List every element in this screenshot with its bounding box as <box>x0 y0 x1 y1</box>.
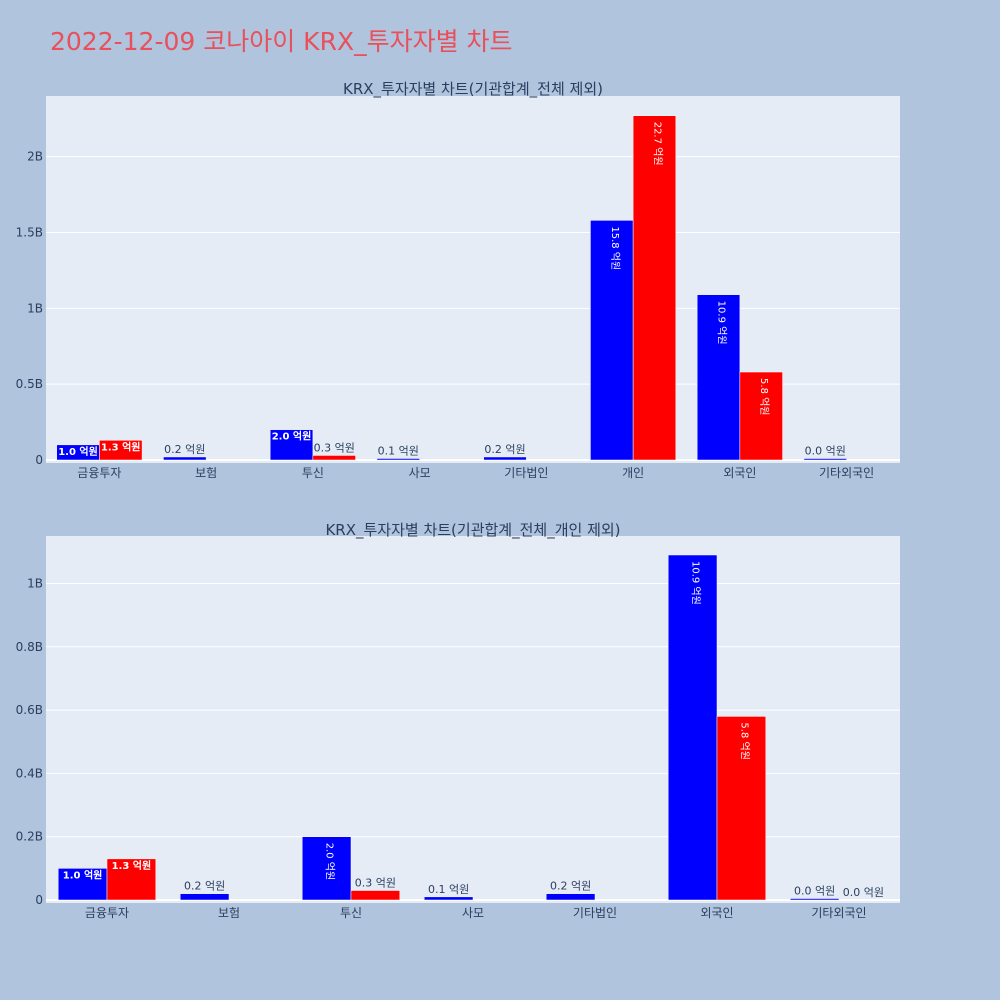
data-label: 22.7 억원 <box>651 122 663 166</box>
data-label: 10.9 억원 <box>716 301 728 345</box>
bar-series2 <box>106 858 157 901</box>
bar-series1 <box>57 868 108 901</box>
x-tick-label: 기타외국인 <box>819 466 874 480</box>
bar-series1 <box>483 456 527 461</box>
x-tick-label: 개인 <box>622 466 644 480</box>
data-label: 0.1 억원 <box>378 444 419 457</box>
bar-series2 <box>312 455 356 461</box>
y-tick-label: 1.5B <box>16 226 43 240</box>
chart-title-1: KRX_투자자별 차트(기관합계_전체 제외) <box>343 80 603 99</box>
bar-series1 <box>301 836 352 901</box>
data-label: 15.8 억원 <box>609 226 621 270</box>
y-tick-label: 2B <box>27 150 43 164</box>
x-tick-label: 금융투자 <box>85 906 129 920</box>
y-tick-label: 0 <box>35 893 43 907</box>
data-label: 5.8 억원 <box>738 722 750 759</box>
bar-series1 <box>667 554 718 901</box>
data-label: 0.0 억원 <box>794 885 835 898</box>
bar-series1 <box>696 294 741 461</box>
bar-series2 <box>99 440 143 461</box>
data-label: 0.0 억원 <box>805 445 846 458</box>
bar-series2 <box>632 115 677 461</box>
x-tick-label: 외국인 <box>723 466 756 480</box>
y-tick-label: 1B <box>27 301 43 315</box>
y-tick-label: 0.6B <box>16 703 43 717</box>
plot-area-2 <box>46 536 900 903</box>
x-tick-label: 사모 <box>462 906 484 920</box>
bar-series2 <box>739 371 783 461</box>
bar-series1 <box>376 458 420 461</box>
x-tick-label: 금융투자 <box>77 466 121 480</box>
y-tick-label: 1B <box>27 576 43 590</box>
data-label: 1.0 억원 <box>63 868 103 881</box>
chart-title-2: KRX_투자자별 차트(기관합계_전체_개인 제외) <box>325 521 620 540</box>
bar-series1 <box>423 896 474 901</box>
x-tick-label: 기타법인 <box>504 466 548 480</box>
bar-series1 <box>269 429 314 461</box>
bar-series2 <box>350 890 401 901</box>
data-label: 2.0 억원 <box>272 430 312 443</box>
y-tick-label: 0.5B <box>16 377 43 391</box>
x-tick-label: 투신 <box>302 466 324 480</box>
data-label: 0.2 억원 <box>484 443 525 456</box>
x-tick-label: 기타법인 <box>573 906 617 920</box>
x-tick-label: 투신 <box>340 906 362 920</box>
data-label: 0.1 억원 <box>428 883 469 896</box>
data-label: 10.9 억원 <box>690 561 702 605</box>
x-tick-label: 보험 <box>195 466 217 480</box>
bar-series1 <box>545 893 596 901</box>
x-tick-label: 기타외국인 <box>811 906 866 920</box>
data-label: 0.0 억원 <box>843 886 884 899</box>
x-tick-label: 사모 <box>409 466 431 480</box>
bar-series1 <box>803 458 847 461</box>
data-label: 1.3 억원 <box>101 440 141 453</box>
data-label: 0.3 억원 <box>314 441 355 454</box>
bar-series2 <box>716 716 767 901</box>
data-label: 5.8 억원 <box>758 378 770 415</box>
data-label: 0.2 억원 <box>550 880 591 893</box>
data-label: 0.2 억원 <box>164 443 205 456</box>
x-tick-label: 외국인 <box>700 906 733 920</box>
y-tick-label: 0.2B <box>16 830 43 844</box>
data-label: 1.0 억원 <box>58 445 98 458</box>
data-label: 0.2 억원 <box>184 880 225 893</box>
y-tick-label: 0 <box>35 453 43 467</box>
page-title: 2022-12-09 코나아이 KRX_투자자별 차트 <box>50 27 513 56</box>
x-tick-label: 보험 <box>218 906 240 920</box>
bar-series1 <box>163 456 207 461</box>
y-tick-label: 0.8B <box>16 640 43 654</box>
bar-series1 <box>789 898 840 901</box>
data-label: 2.0 억원 <box>324 843 336 880</box>
data-label: 1.3 억원 <box>112 859 152 872</box>
y-tick-label: 0.4B <box>16 766 43 780</box>
bar-series1 <box>179 893 230 901</box>
data-label: 0.3 억원 <box>355 877 396 890</box>
